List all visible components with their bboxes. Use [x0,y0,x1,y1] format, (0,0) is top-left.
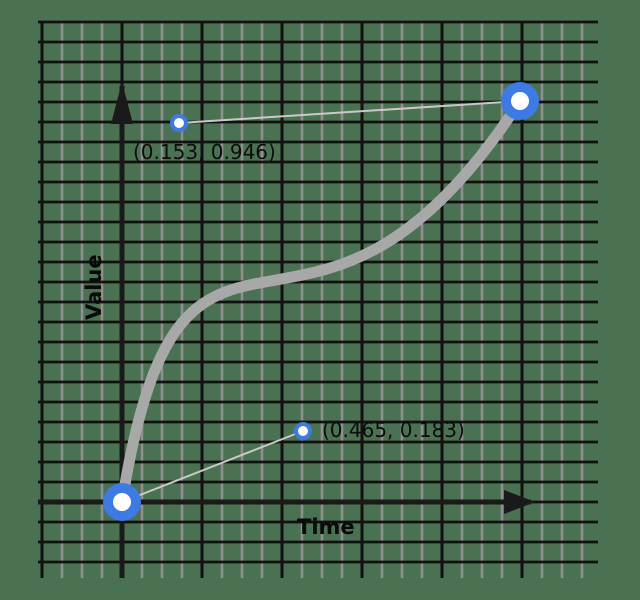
control-point-2-label: (0.465, 0.183) [322,418,465,442]
x-axis-label: Time [297,515,355,539]
y-axis-label: Value [82,254,106,320]
grid [38,20,598,578]
end-anchor-point[interactable] [501,82,539,120]
start-anchor-point[interactable] [103,483,141,521]
control-handles [121,100,521,503]
control-point-1-label: (0.153, 0.946) [133,140,276,164]
bezier-curve[interactable] [116,95,526,508]
control-point-group[interactable] [103,82,539,521]
control-point-1-handle[interactable] [170,114,188,132]
control-point-2-handle[interactable] [294,422,312,440]
